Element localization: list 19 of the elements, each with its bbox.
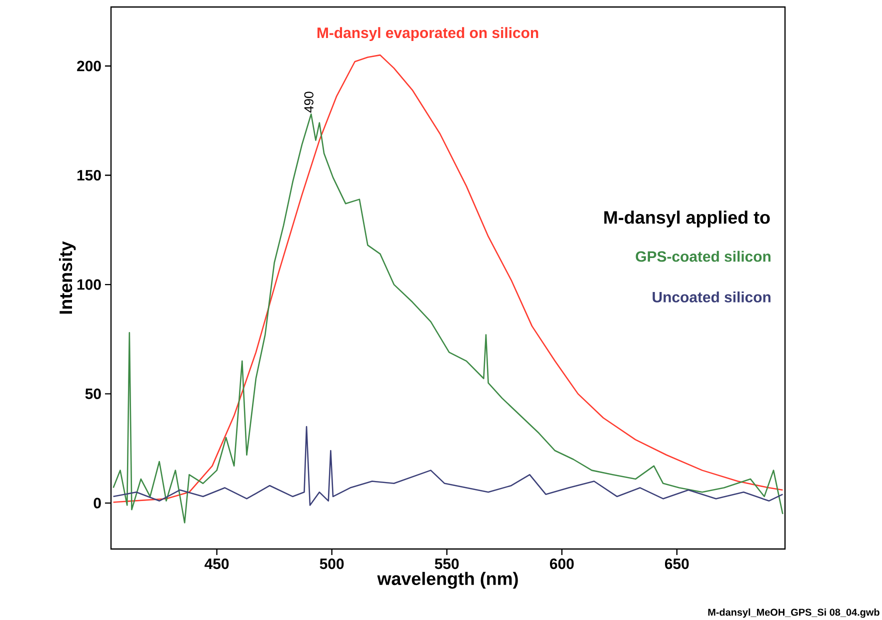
text: M-dansyl evaporated on silicon [318, 27, 538, 42]
x-tick-label: 500 [320, 558, 344, 570]
annotation: M-dansyl applied to [604, 210, 770, 228]
y-tick-label: 200 [77, 60, 101, 72]
x-tick-label: 450 [204, 558, 229, 570]
x-tick-label: 600 [550, 558, 574, 570]
text: Uncoated silicon [652, 291, 770, 302]
line-series [112, 54, 784, 503]
y-tick-label: 100 [77, 279, 101, 290]
annotation: 490 [304, 92, 314, 113]
text: GPS-coated silicon [636, 250, 770, 262]
x-axis-title: wavelength (nm) [377, 572, 518, 589]
y-tick-label: 0 [94, 498, 101, 508]
y-tick-label: 150 [77, 170, 101, 181]
y-tick-label: 50 [85, 388, 101, 400]
text: M-dansyl_MeOH_GPS_Si 08_04.gwb [708, 608, 880, 618]
x-tick-label: 550 [434, 558, 459, 570]
x-tick-label: 650 [664, 558, 689, 570]
y-axis-title: Intensity [58, 241, 76, 314]
